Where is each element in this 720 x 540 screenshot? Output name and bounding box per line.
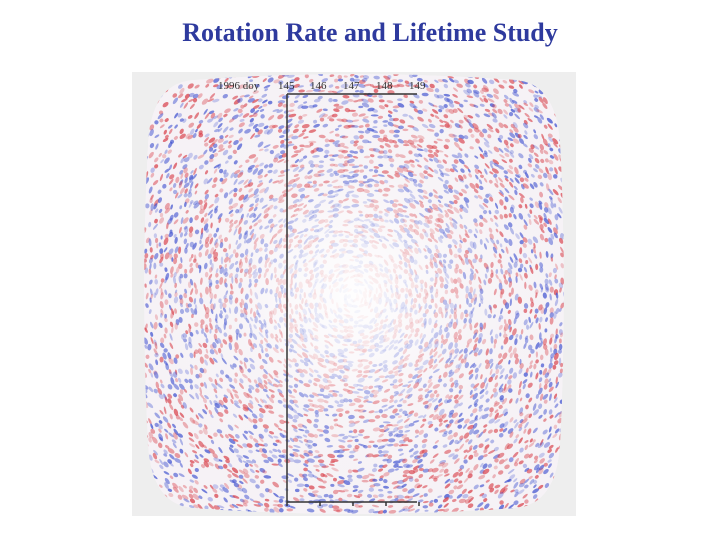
dopplergram-figure: 1996 doy 145 146 147 148 149 xyxy=(132,72,576,516)
axis-prefix-label: 1996 doy xyxy=(218,80,260,92)
dopplergram-image: 1996 doy 145 146 147 148 149 xyxy=(132,72,576,516)
axis-tick-label: 145 xyxy=(278,80,295,92)
time-axis: 1996 doy 145 146 147 148 149 xyxy=(218,80,426,506)
solar-disk xyxy=(144,74,564,514)
slide-title: Rotation Rate and Lifetime Study xyxy=(182,18,558,47)
axis-tick-labels: 145 146 147 148 149 xyxy=(278,80,426,92)
center-fade xyxy=(144,74,564,514)
axis-tick-label: 147 xyxy=(343,80,360,92)
axis-bottom-ticks xyxy=(286,502,420,506)
axis-tick-label: 146 xyxy=(310,80,327,92)
axis-tick-label: 148 xyxy=(376,80,393,92)
axis-tick-label: 149 xyxy=(409,80,426,92)
